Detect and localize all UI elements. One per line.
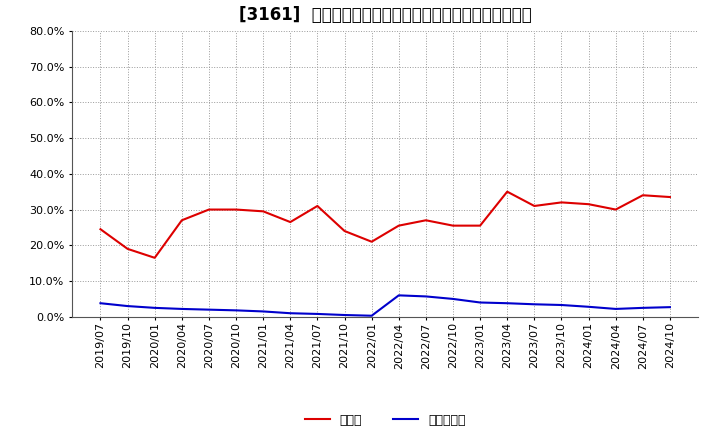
有利子負債 bbox=[232, 308, 240, 313]
有利子負債 bbox=[150, 305, 159, 311]
現預金 bbox=[341, 228, 349, 234]
有利子負債 bbox=[557, 302, 566, 308]
有利子負債 bbox=[123, 304, 132, 309]
現預金 bbox=[367, 239, 376, 244]
有利子負債 bbox=[665, 304, 674, 310]
有利子負債 bbox=[421, 294, 430, 299]
現預金 bbox=[557, 200, 566, 205]
有利子負債 bbox=[259, 309, 268, 314]
現預金 bbox=[96, 227, 105, 232]
現預金 bbox=[611, 207, 620, 212]
Title: [3161]  現預金、有利子負債の総資産に対する比率の推移: [3161] 現預金、有利子負債の総資産に対する比率の推移 bbox=[239, 6, 531, 24]
現預金 bbox=[530, 203, 539, 209]
現預金 bbox=[449, 223, 457, 228]
現預金 bbox=[639, 193, 647, 198]
現預金 bbox=[421, 218, 430, 223]
有利子負債 bbox=[611, 306, 620, 312]
有利子負債 bbox=[313, 312, 322, 317]
現預金 bbox=[313, 203, 322, 209]
有利子負債 bbox=[584, 304, 593, 309]
Legend: 現預金, 有利子負債: 現預金, 有利子負債 bbox=[300, 409, 471, 432]
有利子負債 bbox=[341, 312, 349, 318]
現預金 bbox=[150, 255, 159, 260]
Line: 有利子負債: 有利子負債 bbox=[101, 295, 670, 316]
現預金 bbox=[665, 194, 674, 200]
現預金 bbox=[259, 209, 268, 214]
有利子負債 bbox=[178, 306, 186, 312]
Line: 現預金: 現預金 bbox=[101, 192, 670, 258]
現預金 bbox=[503, 189, 511, 194]
有利子負債 bbox=[395, 293, 403, 298]
現預金 bbox=[204, 207, 213, 212]
現預金 bbox=[123, 246, 132, 252]
有利子負債 bbox=[639, 305, 647, 311]
現預金 bbox=[584, 202, 593, 207]
有利子負債 bbox=[449, 296, 457, 301]
有利子負債 bbox=[476, 300, 485, 305]
現預金 bbox=[178, 218, 186, 223]
有利子負債 bbox=[367, 313, 376, 319]
有利子負債 bbox=[96, 301, 105, 306]
現預金 bbox=[395, 223, 403, 228]
現預金 bbox=[286, 220, 294, 225]
有利子負債 bbox=[503, 301, 511, 306]
有利子負債 bbox=[530, 302, 539, 307]
現預金 bbox=[232, 207, 240, 212]
有利子負債 bbox=[286, 311, 294, 316]
有利子負債 bbox=[204, 307, 213, 312]
現預金 bbox=[476, 223, 485, 228]
